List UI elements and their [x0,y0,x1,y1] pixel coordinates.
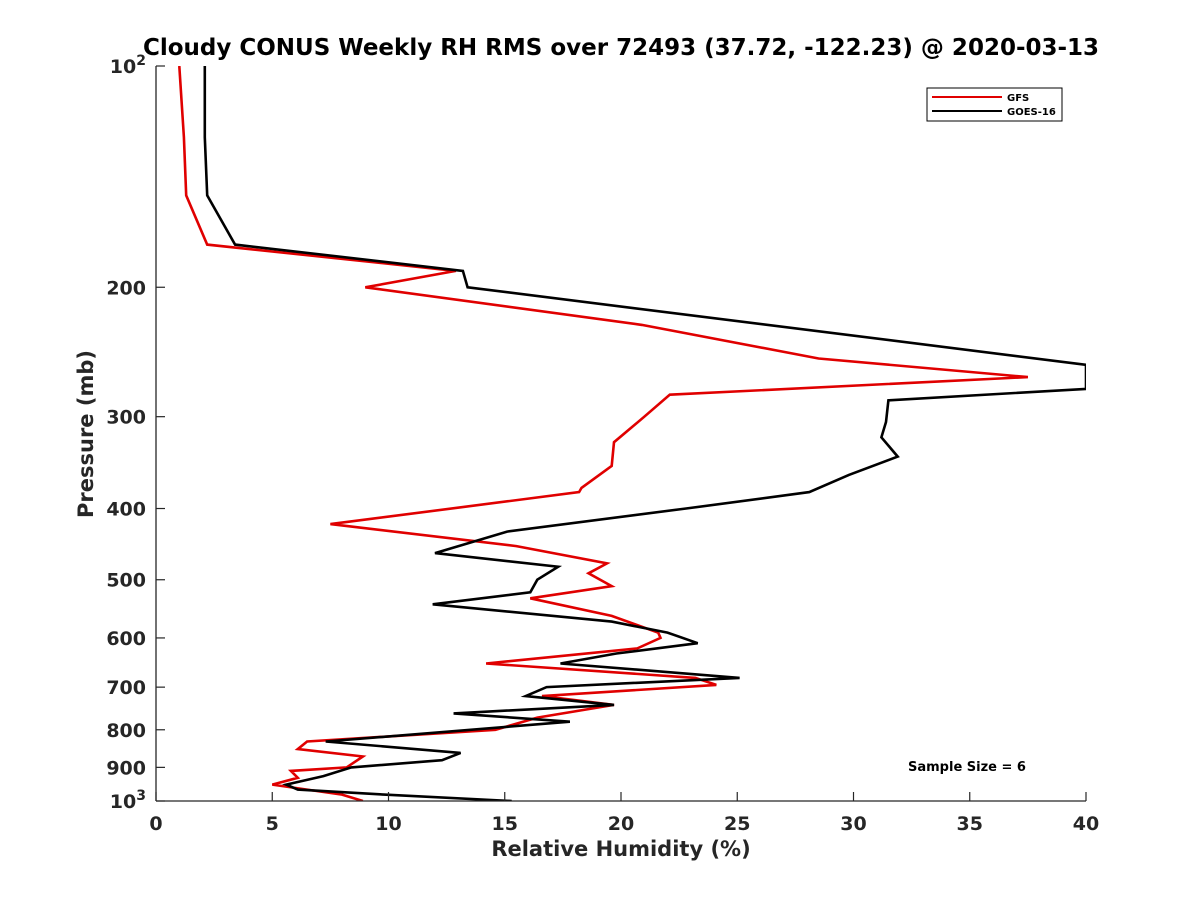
series-layer [178,66,1086,801]
y-tick-label: 700 [106,677,146,699]
plot-area [156,66,1086,801]
legend-label-gfs: GFS [1007,93,1029,104]
x-tick-label: 5 [266,813,279,835]
y-tick-label: 900 [106,757,146,779]
legend-box [926,87,1063,122]
x-axis-label: Relative Humidity (%) [491,837,750,861]
y-axis-ticks: 102 200 300 400 500 600 700 800 900 103 [106,53,165,813]
x-tick-label: 10 [375,813,401,835]
sample-size-annotation: Sample Size = 6 [908,760,1026,775]
x-tick-label: 30 [840,813,866,835]
y-tick-label: 600 [106,628,146,650]
y-tick-label: 102 [110,53,146,78]
series-line-gfs [178,66,1029,801]
y-tick-label: 400 [106,499,146,521]
x-tick-label: 40 [1073,813,1099,835]
x-tick-label: 35 [957,813,983,835]
y-tick-label: 300 [106,407,146,429]
x-axis-ticks: 0 5 10 15 20 25 30 35 40 [149,792,1099,835]
x-tick-label: 15 [492,813,518,835]
x-tick-label: 20 [608,813,634,835]
legend: GFS GOES-16 [926,87,1063,122]
x-tick-label: 25 [724,813,750,835]
series-line-goes-16 [203,66,1086,801]
chart-title: Cloudy CONUS Weekly RH RMS over 72493 (3… [143,35,1099,61]
y-tick-label: 500 [106,570,146,592]
y-tick-label: 103 [110,788,146,813]
y-tick-label: 200 [106,277,146,299]
x-tick-label: 0 [149,813,162,835]
y-tick-label: 800 [106,720,146,742]
y-axis-label: Pressure (mb) [74,350,98,518]
legend-label-goes-16: GOES-16 [1007,107,1056,118]
